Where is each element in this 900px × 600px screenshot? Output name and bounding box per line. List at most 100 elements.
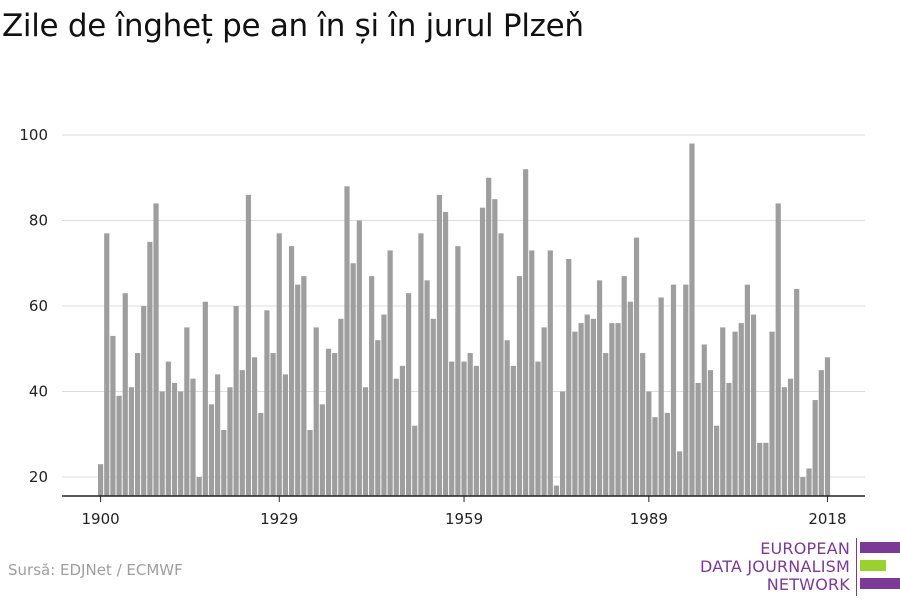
bar-2009[interactable]: [769, 331, 775, 496]
bar-1921[interactable]: [227, 387, 233, 496]
bar-1935[interactable]: [313, 327, 319, 496]
bar-1972[interactable]: [541, 327, 547, 496]
bar-1950[interactable]: [406, 293, 412, 496]
bar-1910[interactable]: [159, 391, 165, 497]
bar-1975[interactable]: [560, 391, 566, 497]
bar-1979[interactable]: [584, 314, 590, 496]
bar-1931[interactable]: [288, 246, 295, 496]
bar-2015[interactable]: [806, 468, 812, 496]
bar-2014[interactable]: [800, 477, 806, 496]
bar-2010[interactable]: [775, 203, 781, 496]
bar-1943[interactable]: [362, 387, 369, 496]
bar-1944[interactable]: [369, 276, 375, 496]
bar-2000[interactable]: [714, 425, 720, 496]
bar-2007[interactable]: [757, 442, 763, 496]
bar-1992[interactable]: [664, 412, 670, 496]
bar-1989[interactable]: [646, 391, 652, 497]
bar-1958[interactable]: [455, 246, 461, 496]
bar-1903[interactable]: [116, 395, 122, 496]
bar-2017[interactable]: [818, 370, 824, 496]
bar-1930[interactable]: [282, 374, 288, 496]
bar-1951[interactable]: [412, 425, 418, 496]
bar-2004[interactable]: [738, 323, 744, 496]
bar-1919[interactable]: [215, 374, 221, 496]
bar-1952[interactable]: [418, 233, 424, 496]
bar-1957[interactable]: [449, 361, 455, 496]
bar-1926[interactable]: [258, 412, 264, 496]
bar-2018[interactable]: [824, 357, 831, 496]
bar-1978[interactable]: [578, 323, 584, 496]
bar-1942[interactable]: [356, 220, 362, 497]
bar-2013[interactable]: [794, 288, 800, 496]
bar-1967[interactable]: [510, 365, 516, 496]
bar-1940[interactable]: [344, 186, 350, 497]
bar-1947[interactable]: [387, 250, 393, 496]
bar-1966[interactable]: [504, 340, 510, 496]
bar-1994[interactable]: [677, 451, 683, 496]
bar-2005[interactable]: [744, 284, 750, 496]
bar-1905[interactable]: [128, 387, 134, 496]
bar-1933[interactable]: [301, 276, 307, 496]
bar-2016[interactable]: [812, 400, 818, 496]
bar-1996[interactable]: [689, 143, 695, 497]
bar-1948[interactable]: [393, 378, 399, 496]
bar-1902[interactable]: [110, 335, 116, 496]
bar-1960[interactable]: [467, 353, 473, 496]
bar-1981[interactable]: [596, 280, 603, 496]
bar-2011[interactable]: [781, 387, 787, 496]
bar-1974[interactable]: [553, 485, 560, 496]
bar-1920[interactable]: [221, 429, 227, 496]
bar-1907[interactable]: [141, 306, 147, 496]
bar-2008[interactable]: [763, 442, 769, 496]
bar-1912[interactable]: [171, 382, 178, 496]
bar-1936[interactable]: [319, 404, 325, 496]
bar-1988[interactable]: [640, 353, 646, 496]
bar-1962[interactable]: [479, 207, 486, 497]
bar-1914[interactable]: [184, 327, 190, 496]
bar-1938[interactable]: [332, 353, 338, 496]
bar-1980[interactable]: [590, 318, 596, 496]
bar-1954[interactable]: [430, 318, 436, 496]
bar-1956[interactable]: [442, 211, 449, 496]
bar-1990[interactable]: [652, 417, 658, 496]
bar-1917[interactable]: [202, 301, 208, 496]
bar-1923[interactable]: [239, 370, 245, 496]
bar-1987[interactable]: [633, 237, 640, 496]
bar-1949[interactable]: [399, 365, 406, 496]
bar-2003[interactable]: [732, 331, 738, 496]
bar-1993[interactable]: [670, 284, 677, 496]
bar-1998[interactable]: [701, 344, 707, 496]
bar-1918[interactable]: [208, 404, 215, 496]
bar-1982[interactable]: [603, 353, 609, 496]
bar-1984[interactable]: [615, 323, 621, 496]
bar-1973[interactable]: [547, 250, 553, 496]
edjnet-logo[interactable]: EUROPEAN DATA JOURNALISM NETWORK: [700, 538, 900, 598]
bar-1955[interactable]: [436, 194, 442, 496]
bar-1969[interactable]: [523, 169, 529, 496]
bar-1937[interactable]: [325, 348, 332, 496]
bar-1946[interactable]: [381, 314, 387, 496]
bar-1934[interactable]: [307, 429, 313, 496]
bar-1901[interactable]: [104, 233, 110, 496]
bar-1953[interactable]: [424, 280, 430, 496]
bar-1997[interactable]: [695, 382, 701, 496]
bar-2006[interactable]: [750, 314, 757, 496]
bar-1932[interactable]: [295, 284, 301, 496]
bar-1971[interactable]: [535, 361, 541, 496]
bar-1906[interactable]: [134, 353, 141, 496]
bar-1999[interactable]: [707, 370, 714, 496]
bar-1985[interactable]: [621, 276, 627, 496]
bar-1983[interactable]: [609, 323, 615, 496]
bar-1961[interactable]: [473, 365, 479, 496]
bar-2002[interactable]: [726, 382, 732, 496]
bar-1900[interactable]: [98, 464, 104, 496]
bar-1968[interactable]: [516, 276, 523, 496]
bar-1976[interactable]: [566, 258, 572, 496]
bar-1904[interactable]: [122, 293, 128, 496]
bar-1963[interactable]: [486, 177, 492, 496]
bar-1945[interactable]: [375, 340, 381, 496]
bar-1922[interactable]: [233, 306, 239, 496]
bar-1986[interactable]: [627, 301, 633, 496]
bar-1964[interactable]: [492, 199, 498, 496]
bar-1924[interactable]: [245, 194, 252, 496]
